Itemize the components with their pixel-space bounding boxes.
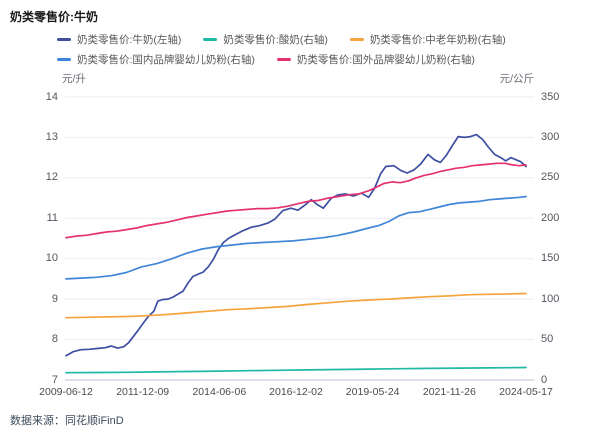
left-axis-tick-label: 8 xyxy=(51,333,58,346)
series-line-4 xyxy=(65,162,527,239)
right-axis-tick-label: 100 xyxy=(541,292,560,305)
left-axis-tick-label: 7 xyxy=(51,373,58,386)
right-axis-tick-label: 300 xyxy=(541,130,560,143)
legend: 奶类零售价:牛奶(左轴) 奶类零售价:酸奶(右轴) 奶类零售价:中老年奶粉(右轴) 奶… xyxy=(57,32,506,72)
x-axis-tick-label: 2021-11-26 xyxy=(422,386,476,398)
x-axis-tick-label: 2024-05-17 xyxy=(499,386,553,398)
right-axis-tick-label: 0 xyxy=(541,373,548,386)
left-axis-tick-label: 9 xyxy=(51,292,58,305)
series-line-0 xyxy=(65,133,527,357)
right-axis-tick-label: 350 xyxy=(541,90,560,103)
left-axis-tick-label: 10 xyxy=(45,252,58,265)
right-axis-tick-label: 150 xyxy=(541,252,560,265)
right-axis-tick-label: 200 xyxy=(541,211,560,224)
legend-item-series-4[interactable]: 奶类零售价:国外品牌婴幼儿奶粉(右轴) xyxy=(276,52,475,67)
legend-item-series-3[interactable]: 奶类零售价:国内品牌婴幼儿奶粉(右轴) xyxy=(57,52,255,67)
legend-label: 奶类零售价:国外品牌婴幼儿奶粉(右轴) xyxy=(296,54,475,66)
x-axis-tick-label: 2011-12-09 xyxy=(116,386,170,398)
left-axis-tick-label: 13 xyxy=(45,130,58,143)
legend-line-icon xyxy=(276,58,291,61)
right-axis-tick-label: 50 xyxy=(541,333,554,346)
series-line-3 xyxy=(65,195,527,280)
x-axis-tick-label: 2016-12-02 xyxy=(269,386,323,398)
legend-label: 奶类零售价:牛奶(左轴) xyxy=(77,34,182,46)
x-axis-tick-label: 2014-06-06 xyxy=(192,386,247,398)
legend-item-series-0[interactable]: 奶类零售价:牛奶(左轴) xyxy=(57,32,181,47)
legend-item-series-1[interactable]: 奶类零售价:酸奶(右轴) xyxy=(203,32,328,47)
series-line-1 xyxy=(65,366,527,374)
legend-label: 奶类零售价:酸奶(右轴) xyxy=(223,34,328,46)
legend-line-icon xyxy=(203,38,218,41)
data-source: 数据来源：同花顺iFinD xyxy=(10,415,124,427)
series-line-2 xyxy=(65,292,527,319)
legend-label: 奶类零售价:国内品牌婴幼儿奶粉(右轴) xyxy=(77,54,255,66)
left-axis-tick-label: 11 xyxy=(46,211,58,224)
right-axis-unit-label: 元/公斤 xyxy=(499,73,534,85)
legend-line-icon xyxy=(57,38,71,41)
left-axis-unit-label: 元/升 xyxy=(62,73,86,85)
legend-row: 奶类零售价:国内品牌婴幼儿奶粉(右轴) 奶类零售价:国外品牌婴幼儿奶粉(右轴) xyxy=(57,52,506,67)
legend-label: 奶类零售价:中老年奶粉(右轴) xyxy=(369,34,506,46)
legend-row: 奶类零售价:牛奶(左轴) 奶类零售价:酸奶(右轴) 奶类零售价:中老年奶粉(右轴) xyxy=(57,32,506,47)
left-axis-tick-label: 14 xyxy=(45,90,58,103)
left-axis-tick-label: 12 xyxy=(45,171,58,184)
legend-item-series-2[interactable]: 奶类零售价:中老年奶粉(右轴) xyxy=(349,32,506,47)
x-axis-tick-label: 2019-05-24 xyxy=(345,386,400,398)
chart-title: 奶类零售价:牛奶 xyxy=(10,10,98,24)
legend-line-icon xyxy=(57,58,71,61)
x-axis-tick-label: 2009-06-12 xyxy=(39,386,93,398)
right-axis-tick-label: 250 xyxy=(541,171,560,184)
legend-line-icon xyxy=(349,38,364,41)
